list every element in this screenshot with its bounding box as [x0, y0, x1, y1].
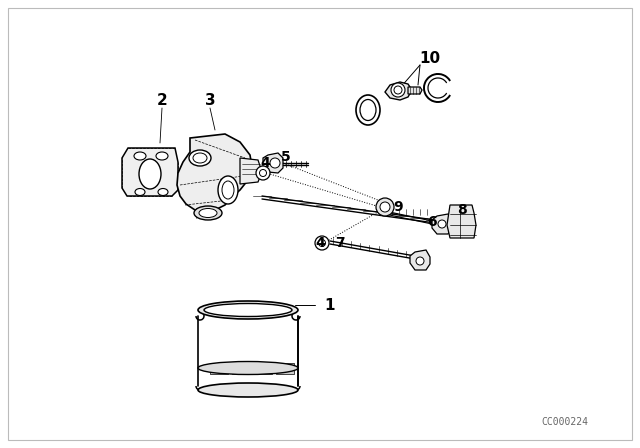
Circle shape	[315, 236, 329, 250]
Text: 6: 6	[427, 215, 437, 229]
Ellipse shape	[156, 152, 168, 160]
Text: 4: 4	[315, 236, 325, 250]
Circle shape	[376, 198, 394, 216]
Circle shape	[416, 257, 424, 265]
Text: 9: 9	[393, 200, 403, 214]
Text: 3: 3	[205, 92, 215, 108]
Circle shape	[270, 158, 280, 168]
Polygon shape	[210, 363, 228, 374]
Text: 10: 10	[419, 51, 440, 65]
Polygon shape	[410, 250, 430, 270]
Text: 4: 4	[260, 156, 270, 170]
Circle shape	[438, 220, 446, 228]
Text: 1: 1	[324, 297, 335, 313]
Text: CC000224: CC000224	[541, 417, 589, 427]
Ellipse shape	[394, 86, 402, 94]
Ellipse shape	[198, 383, 298, 397]
Ellipse shape	[139, 159, 161, 189]
Ellipse shape	[222, 181, 234, 199]
Polygon shape	[254, 363, 272, 374]
Text: 8: 8	[457, 203, 467, 217]
Ellipse shape	[193, 153, 207, 163]
Ellipse shape	[391, 83, 405, 97]
Polygon shape	[385, 82, 412, 100]
Polygon shape	[432, 214, 452, 234]
Polygon shape	[240, 158, 262, 184]
Polygon shape	[276, 363, 294, 374]
Ellipse shape	[189, 150, 211, 166]
Ellipse shape	[135, 189, 145, 195]
Ellipse shape	[134, 152, 146, 160]
Text: 7: 7	[335, 236, 345, 250]
Polygon shape	[232, 363, 250, 374]
Text: 2: 2	[157, 92, 168, 108]
Ellipse shape	[194, 206, 222, 220]
Polygon shape	[177, 134, 252, 212]
Ellipse shape	[198, 362, 298, 375]
Ellipse shape	[204, 303, 292, 316]
Circle shape	[319, 240, 326, 246]
Ellipse shape	[198, 301, 298, 319]
Circle shape	[380, 202, 390, 212]
Polygon shape	[447, 205, 476, 238]
Text: 5: 5	[281, 150, 291, 164]
Polygon shape	[408, 87, 422, 94]
Polygon shape	[263, 153, 283, 173]
Ellipse shape	[356, 95, 380, 125]
Circle shape	[259, 169, 266, 177]
Ellipse shape	[158, 189, 168, 195]
Polygon shape	[122, 148, 178, 196]
Ellipse shape	[218, 176, 238, 204]
Ellipse shape	[360, 99, 376, 121]
Ellipse shape	[199, 208, 217, 217]
Circle shape	[256, 166, 270, 180]
